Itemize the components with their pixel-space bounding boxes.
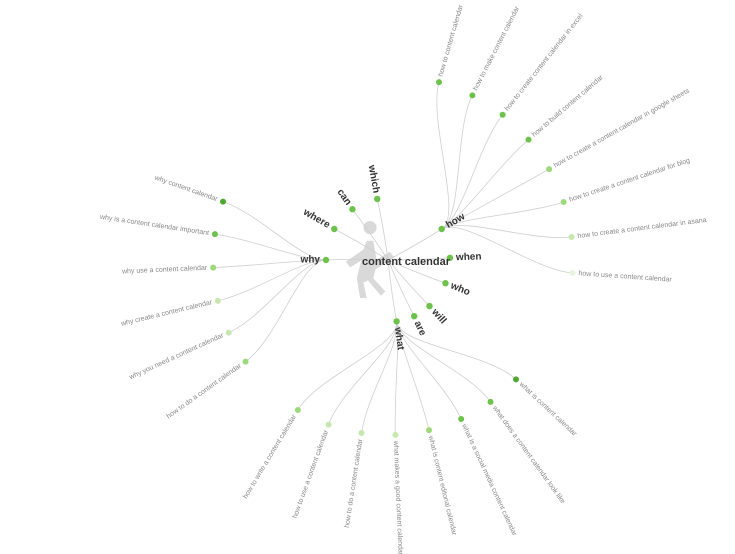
leaf-label: how to content calendar [438,3,465,77]
branch-dot-who [442,280,448,286]
branch-dot-can [349,206,355,212]
branch-dot-how [438,226,444,232]
leaf-dot [513,376,519,382]
center-label: content calendar [362,256,451,268]
branch-label-will: will [429,306,449,326]
leaf-label: how to do a content calendar [344,438,365,529]
leaf-label: why content calendar [153,174,219,203]
link-branch-leaf [442,227,573,273]
leaf-label: how to build content calendar [531,74,605,139]
leaf-dot [226,330,232,336]
link-branch-leaf [361,321,396,433]
branch-label-where: where [300,206,332,231]
leaf-dot [326,422,332,428]
branch-dot-which [374,196,380,202]
leaf-dot [458,416,464,422]
branch-label-who: who [448,280,472,298]
link-branch-leaf [442,226,572,238]
link-branch-leaf [442,95,473,229]
branch-label-which: which [366,163,382,194]
leaf-dot [358,430,364,436]
text-layer: content calendar which canwhere why how to d… [99,3,708,554]
link-branch-leaf [329,321,397,424]
branch-dot-will [426,303,432,309]
leaf-label: how to create a content calendar in asan… [577,217,707,240]
leaf-label: how to write a content calendar [242,413,298,500]
leaf-dot [436,79,442,85]
leaf-dot [569,234,575,240]
leaf-dot [561,199,567,205]
branch-label-why: why [300,255,321,266]
leaf-dot [295,407,301,413]
radial-mindmap: content calendar which canwhere why how to d… [0,0,735,554]
leaf-dot [469,92,475,98]
link-center-branch [388,260,414,316]
branch-label-what: what [392,326,406,352]
branch-label-are: are [412,319,429,338]
leaf-dot [243,359,249,365]
leaf-dot [500,112,506,118]
leaf-dot [570,270,576,276]
leaf-dot [488,399,494,405]
branch-dot-what [393,318,399,324]
branch-dot-where [331,226,337,232]
leaf-label: why use a content calendar [121,265,208,276]
leaf-dot [220,199,226,205]
leaf-dot [215,298,221,304]
leaf-dot [426,427,432,433]
leaf-dot [212,231,218,237]
link-center-branch [377,199,388,260]
leaf-dot [546,166,552,172]
link-branch-leaf [397,321,491,401]
branch-label-can: can [334,187,353,207]
leaf-label: what makes a good content calendar [392,440,404,554]
leaf-label: how to use a content calendar [292,429,331,520]
leaf-label: what is content calendar [517,380,578,438]
leaf-label: what is a social media content calendar [460,422,518,537]
leaf-dot [210,265,216,271]
leaf-dot [526,137,532,143]
leaf-label: why is a content calendar important [99,214,210,237]
link-branch-leaf [437,82,449,229]
link-branch-leaf [298,321,397,410]
leaf-dot [392,432,398,438]
branch-label-when: when [455,251,482,263]
link-branch-leaf [246,260,326,362]
branch-dot-why [323,257,329,263]
leaf-label: why create a content calendar [119,299,213,328]
branch-dot-are [411,313,417,319]
leaf-label: why you need a content calendar [128,332,226,382]
leaf-label: what is content editorial calendar [427,434,458,536]
leaf-label: how to use a content calendar [578,270,672,284]
link-branch-leaf [397,321,462,419]
leaf-label: how to make content calendar [472,5,521,92]
leaf-label: how to create a content calendar for blo… [568,157,691,203]
leaf-label: how to do a content calendar [166,362,244,420]
